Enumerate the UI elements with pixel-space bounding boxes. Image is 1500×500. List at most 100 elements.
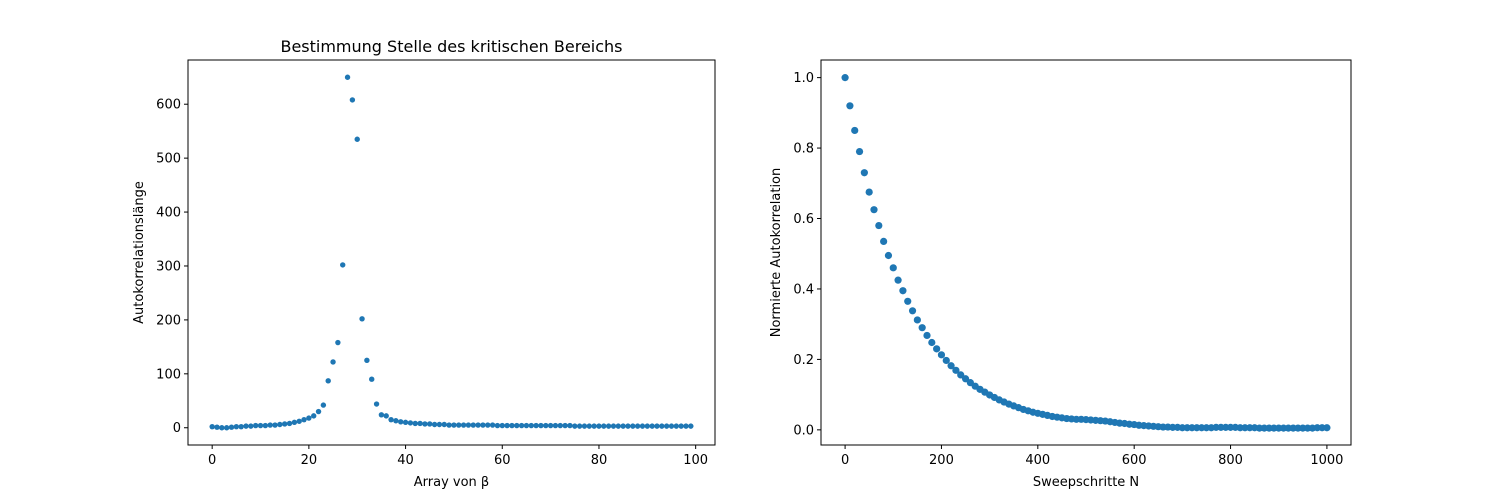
data-point: [514, 422, 520, 429]
data-point: [639, 423, 646, 429]
data-point: [538, 422, 544, 429]
y-tick-label: 300: [156, 259, 181, 274]
data-point: [465, 422, 472, 428]
data-point: [257, 422, 264, 429]
x-tick-label: 600: [1122, 453, 1147, 468]
data-point: [562, 422, 568, 429]
data-point: [923, 331, 931, 340]
data-point: [252, 422, 259, 429]
data-point: [431, 421, 438, 428]
data-point: [306, 415, 312, 421]
data-point: [320, 402, 327, 408]
data-point: [913, 316, 921, 324]
data-point: [383, 413, 389, 419]
data-point: [214, 424, 220, 430]
data-point: [581, 423, 588, 429]
data-point: [543, 422, 549, 429]
data-point: [880, 237, 888, 245]
data-point: [209, 423, 215, 430]
data-point: [918, 324, 926, 332]
data-point: [248, 423, 254, 429]
data-point: [311, 413, 317, 419]
data-point: [528, 422, 534, 429]
data-point: [649, 423, 655, 429]
data-point: [325, 378, 331, 384]
data-point: [899, 287, 907, 295]
x-tick-label: 0: [208, 453, 216, 468]
data-point: [238, 423, 244, 430]
data-point: [591, 423, 597, 429]
x-tick-label: 100: [683, 453, 708, 468]
data-point: [870, 206, 878, 214]
data-point: [683, 423, 689, 429]
x-tick-label: 1000: [1310, 453, 1343, 468]
data-point: [605, 423, 612, 429]
data-point: [359, 316, 365, 322]
data-point: [533, 422, 539, 429]
y-tick-label: 0.0: [793, 423, 814, 438]
y-tick-label: 100: [156, 367, 181, 382]
data-point: [282, 421, 288, 427]
x-tick-label: 60: [494, 453, 511, 468]
data-point: [855, 147, 864, 156]
data-point: [644, 423, 651, 429]
data-point: [364, 357, 370, 364]
y-axis-label: Autokorrelationslänge: [132, 181, 147, 324]
x-tick-label: 20: [301, 453, 318, 468]
y-tick-label: 500: [156, 152, 181, 167]
x-tick-label: 40: [397, 453, 414, 468]
data-point: [272, 422, 278, 428]
data-point: [957, 371, 965, 379]
data-point: [378, 412, 385, 418]
data-point: [315, 408, 322, 415]
x-tick-label: 200: [929, 453, 954, 468]
y-axis-label: Normierte Autokorrelation: [769, 168, 784, 338]
data-point: [427, 421, 433, 427]
data-point: [233, 423, 240, 430]
data-point: [928, 338, 936, 347]
y-tick-label: 0.6: [793, 212, 814, 227]
data-point: [851, 126, 859, 135]
data-point: [673, 423, 680, 429]
data-point: [634, 423, 641, 429]
data-point: [388, 416, 394, 423]
x-tick-label: 400: [1025, 453, 1050, 468]
data-point: [504, 422, 510, 429]
data-point: [596, 423, 602, 429]
data-point: [470, 422, 476, 428]
data-point: [277, 421, 283, 428]
data-point: [961, 375, 970, 383]
y-tick-label: 0.4: [793, 282, 814, 297]
data-points: [841, 74, 1331, 432]
data-points: [209, 74, 694, 431]
data-point: [344, 74, 351, 80]
plot-frame: [187, 59, 716, 446]
data-point: [223, 425, 230, 431]
data-point: [630, 423, 636, 429]
x-tick-label: 800: [1218, 453, 1243, 468]
x-axis-label: Array von β: [414, 475, 489, 490]
data-point: [557, 422, 563, 429]
x-tick-label: 0: [841, 453, 849, 468]
data-point: [860, 169, 868, 177]
data-point: [460, 422, 467, 428]
data-point: [296, 418, 302, 424]
data-point: [875, 221, 883, 230]
data-point: [451, 422, 457, 428]
autocorrelation-length-chart: Bestimmung Stelle des kritischen Bereich…: [132, 37, 716, 490]
data-point: [485, 422, 491, 428]
data-point: [865, 188, 873, 196]
data-point: [422, 421, 428, 427]
data-point: [286, 420, 293, 427]
data-point: [456, 422, 462, 428]
data-point: [335, 339, 341, 346]
y-tick-label: 0: [173, 421, 181, 436]
data-point: [889, 264, 897, 272]
data-point: [625, 423, 631, 429]
data-point: [475, 422, 481, 428]
data-point: [354, 136, 360, 142]
data-point: [947, 362, 955, 370]
data-point: [552, 422, 559, 429]
data-point: [547, 422, 554, 429]
